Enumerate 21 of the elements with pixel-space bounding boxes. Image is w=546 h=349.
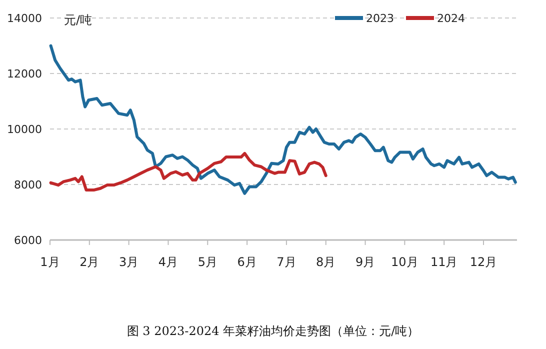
legend-label: 2024 [437, 12, 465, 25]
x-tick-label: 9月 [355, 255, 376, 269]
x-tick-label: 1月 [40, 255, 60, 269]
y-tick-label: 6000 [14, 234, 42, 247]
y-axis-title: 元/吨 [64, 13, 92, 27]
y-tick-label: 14000 [7, 12, 42, 25]
x-tick-label: 11月 [430, 255, 458, 269]
x-tick-label: 8月 [316, 255, 336, 269]
x-tick-label: 5月 [198, 255, 218, 269]
x-tick-label: 2月 [80, 255, 100, 269]
x-tick-label: 6月 [237, 255, 257, 269]
y-tick-label: 12000 [7, 68, 42, 80]
x-tick-label: 7月 [276, 255, 296, 269]
x-tick-label: 10月 [391, 255, 418, 269]
x-tick-label: 3月 [119, 255, 139, 269]
y-tick-label: 10000 [7, 123, 42, 136]
legend-label: 2023 [366, 12, 394, 25]
x-tick-label: 12月 [470, 255, 498, 269]
caption: 图 3 2023-2024 年菜籽油均价走势图（单位：元/吨） [126, 324, 420, 338]
x-tick-label: 4月 [158, 255, 178, 269]
y-tick-label: 8000 [14, 178, 42, 192]
